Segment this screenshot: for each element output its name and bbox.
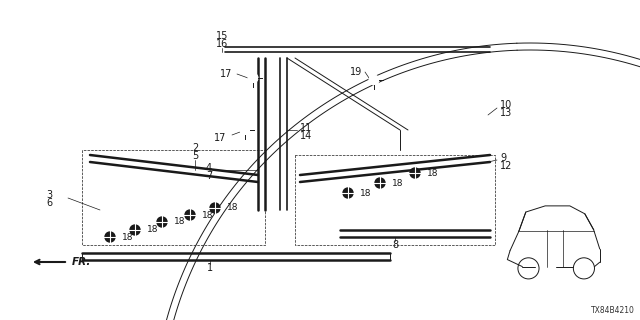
Text: 18: 18 <box>227 204 239 212</box>
Text: 10: 10 <box>500 100 512 110</box>
Text: 8: 8 <box>392 240 398 250</box>
Text: 19: 19 <box>349 67 362 77</box>
Text: 6: 6 <box>46 198 52 208</box>
Circle shape <box>343 188 353 198</box>
Text: TX84B4210: TX84B4210 <box>591 306 635 315</box>
Text: 18: 18 <box>147 226 159 235</box>
Text: 12: 12 <box>500 161 513 171</box>
Text: 15: 15 <box>216 31 228 41</box>
Text: 18: 18 <box>202 211 214 220</box>
Text: 18: 18 <box>174 218 186 227</box>
Circle shape <box>375 178 385 188</box>
Text: 14: 14 <box>300 131 312 141</box>
Text: 11: 11 <box>300 123 312 133</box>
Text: 9: 9 <box>500 153 506 163</box>
Text: 4: 4 <box>206 163 212 173</box>
Text: 5: 5 <box>192 151 198 161</box>
Circle shape <box>157 217 167 227</box>
Text: 3: 3 <box>46 190 52 200</box>
Circle shape <box>130 225 140 235</box>
Text: 18: 18 <box>122 233 134 242</box>
Text: 1: 1 <box>207 263 213 273</box>
Text: 2: 2 <box>192 143 198 153</box>
Text: 17: 17 <box>220 69 232 79</box>
Text: 17: 17 <box>214 133 226 143</box>
Circle shape <box>210 203 220 213</box>
Circle shape <box>410 168 420 178</box>
Circle shape <box>369 75 379 85</box>
Circle shape <box>185 210 195 220</box>
Circle shape <box>105 232 115 242</box>
Circle shape <box>248 73 258 83</box>
Text: 16: 16 <box>216 39 228 49</box>
Circle shape <box>240 125 250 135</box>
Text: FR.: FR. <box>72 257 92 267</box>
Text: 13: 13 <box>500 108 512 118</box>
Text: 18: 18 <box>360 188 372 197</box>
Text: 7: 7 <box>205 171 212 181</box>
Text: 18: 18 <box>428 169 439 178</box>
Text: 18: 18 <box>392 179 404 188</box>
